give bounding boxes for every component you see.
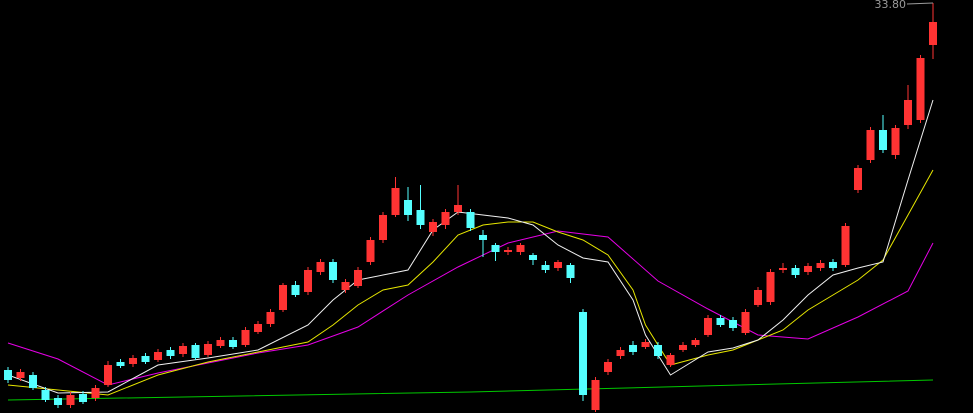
candle-body bbox=[391, 188, 400, 215]
candle-body bbox=[54, 398, 62, 405]
candle-body bbox=[279, 285, 287, 310]
candle-body bbox=[304, 270, 312, 292]
candle-body bbox=[616, 350, 625, 356]
candle-body bbox=[929, 22, 937, 45]
candle-body bbox=[729, 320, 737, 328]
candle-body bbox=[516, 245, 525, 252]
candle-body bbox=[554, 262, 562, 268]
candle-body bbox=[491, 245, 500, 252]
candle-body bbox=[804, 266, 812, 272]
candle-body bbox=[691, 340, 700, 345]
candle-body bbox=[904, 100, 912, 125]
candle-body bbox=[766, 272, 775, 302]
candle-body bbox=[191, 345, 200, 358]
candle-body bbox=[641, 342, 650, 347]
candle-body bbox=[379, 215, 387, 240]
candle-body bbox=[404, 200, 412, 215]
candle-body bbox=[791, 268, 800, 275]
candle-body bbox=[529, 255, 537, 260]
candle-body bbox=[216, 340, 225, 346]
candle-body bbox=[91, 388, 100, 398]
candle-body bbox=[66, 395, 75, 405]
candle-body bbox=[104, 365, 112, 385]
candle-body bbox=[816, 263, 825, 268]
candle-body bbox=[704, 318, 712, 335]
candle-body bbox=[154, 352, 162, 360]
candle-body bbox=[79, 394, 87, 402]
candle-body bbox=[591, 380, 600, 410]
candle-body bbox=[679, 345, 687, 350]
candle-body bbox=[754, 290, 762, 305]
candle-body bbox=[454, 205, 462, 212]
candle-body bbox=[579, 312, 587, 395]
candle-body bbox=[266, 312, 275, 324]
candle-body bbox=[16, 372, 25, 378]
candle-body bbox=[241, 330, 250, 345]
candle-body bbox=[179, 346, 187, 354]
candle-body bbox=[416, 210, 425, 225]
candle-body bbox=[866, 130, 875, 160]
candle-body bbox=[604, 362, 612, 372]
candle-body bbox=[291, 285, 300, 295]
candle-body bbox=[29, 375, 37, 388]
candle-body bbox=[229, 340, 237, 347]
candle-body bbox=[666, 355, 675, 365]
candle-body bbox=[341, 282, 350, 290]
candle-body bbox=[716, 318, 725, 325]
candle-body bbox=[129, 358, 137, 364]
candle-body bbox=[829, 262, 837, 268]
candle-body bbox=[741, 312, 750, 333]
candle-body bbox=[654, 345, 662, 356]
ma-line bbox=[7, 169, 934, 396]
candle-body bbox=[479, 235, 487, 240]
candle-body bbox=[854, 168, 862, 190]
candle-body bbox=[916, 58, 925, 120]
candle-body bbox=[841, 226, 850, 265]
candle-body bbox=[41, 390, 50, 400]
candle-body bbox=[254, 324, 262, 332]
candle-body bbox=[354, 270, 362, 286]
high-leader bbox=[906, 2, 934, 5]
candle-body bbox=[141, 356, 150, 362]
candle-body bbox=[441, 212, 450, 225]
candle-body bbox=[204, 344, 212, 355]
candle-body bbox=[4, 370, 12, 380]
candle-body bbox=[329, 262, 337, 280]
candle-body bbox=[541, 265, 550, 270]
candle-body bbox=[366, 240, 375, 262]
candle-body bbox=[466, 212, 475, 228]
candle-body bbox=[166, 350, 175, 356]
candle-body bbox=[891, 128, 900, 155]
candle-body bbox=[429, 222, 437, 232]
candle-body bbox=[629, 345, 637, 352]
candle-body bbox=[779, 268, 787, 270]
candle-body bbox=[879, 130, 887, 150]
candle-body bbox=[504, 250, 512, 252]
ma-line bbox=[7, 379, 934, 401]
high-label: 33.80 bbox=[875, 0, 907, 11]
candle-body bbox=[316, 262, 325, 272]
ma-line bbox=[7, 99, 934, 394]
candle-body bbox=[116, 362, 125, 366]
candle-body bbox=[566, 265, 575, 278]
